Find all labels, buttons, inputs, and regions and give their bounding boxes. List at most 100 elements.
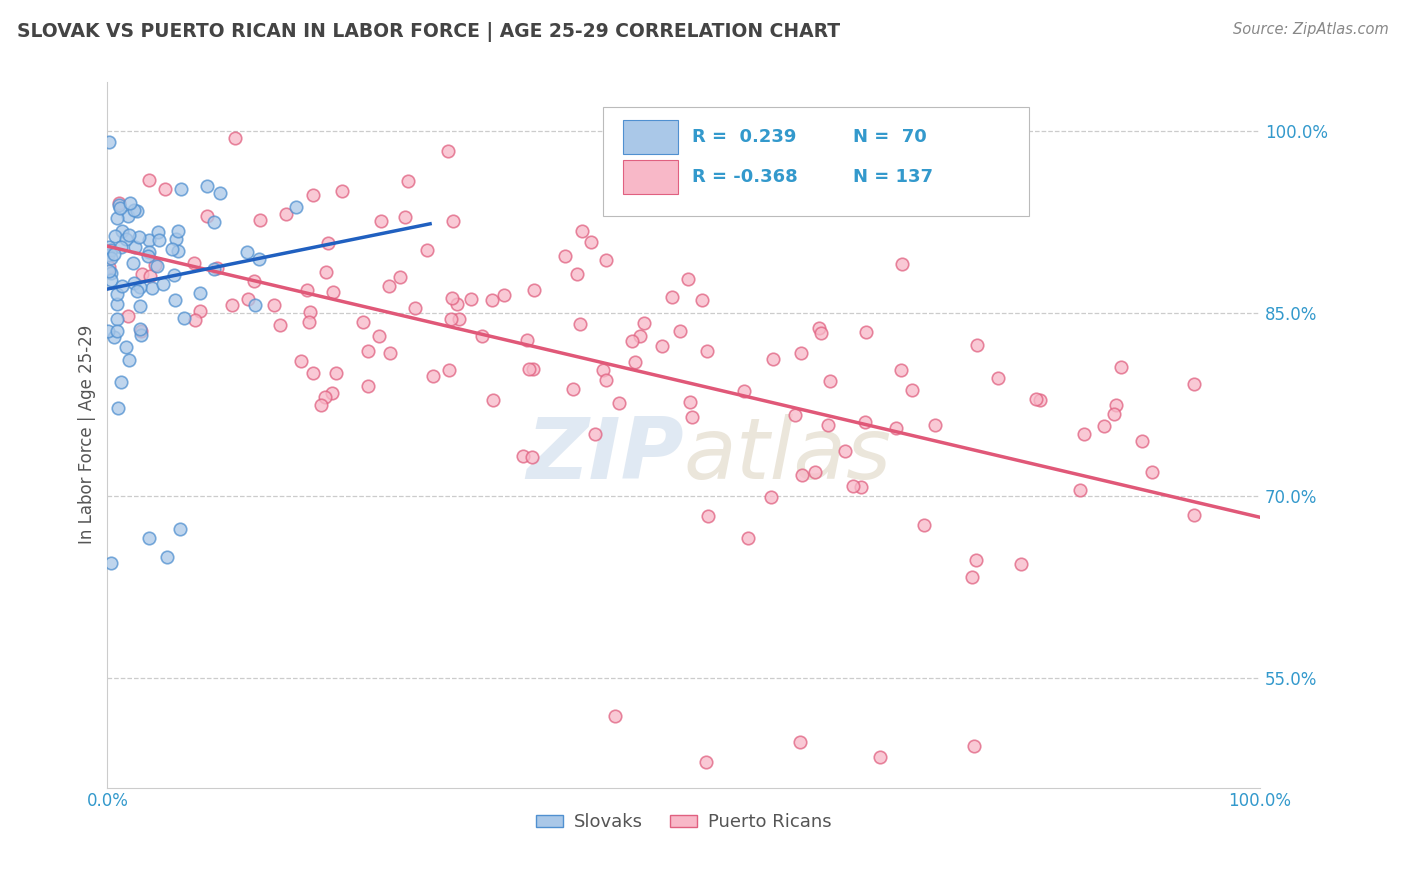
Point [460, 292, 482, 306]
Point [441, 213, 464, 227]
Point [569, 317, 592, 331]
Point [792, 467, 814, 482]
Point [152, 277, 174, 292]
Point [804, 465, 827, 479]
Point [1130, 434, 1153, 448]
Point [129, 327, 152, 342]
Point [103, 247, 125, 261]
Point [437, 362, 460, 376]
Point [263, 297, 285, 311]
Point [651, 339, 673, 353]
Point [352, 315, 374, 329]
Point [118, 353, 141, 368]
Point [115, 232, 138, 246]
Point [661, 290, 683, 304]
Point [148, 234, 170, 248]
Point [127, 285, 149, 299]
Point [105, 312, 128, 326]
Point [523, 283, 546, 297]
Point [247, 252, 270, 267]
Text: ZIP: ZIP [526, 415, 683, 498]
Point [127, 203, 149, 218]
Point [108, 201, 131, 215]
Point [494, 287, 516, 301]
Point [128, 322, 150, 336]
Point [97, 260, 120, 274]
Point [156, 550, 179, 565]
Point [202, 262, 225, 277]
Point [103, 329, 125, 343]
Point [97, 324, 120, 338]
Point [321, 386, 343, 401]
Point [105, 287, 128, 301]
Point [183, 256, 205, 270]
Point [901, 383, 924, 397]
Point [183, 313, 205, 327]
Point [924, 417, 946, 432]
Point [173, 310, 195, 325]
Text: R =  0.239: R = 0.239 [692, 128, 796, 146]
Point [1029, 393, 1052, 408]
Point [416, 243, 439, 257]
Point [243, 298, 266, 312]
Point [697, 508, 720, 523]
Point [98, 264, 121, 278]
Point [733, 384, 755, 399]
Point [202, 214, 225, 228]
Point [100, 243, 122, 257]
Point [221, 298, 243, 312]
Point [810, 326, 832, 340]
Point [153, 182, 176, 196]
Point [118, 227, 141, 242]
Point [170, 182, 193, 196]
Point [108, 196, 131, 211]
Point [138, 269, 160, 284]
Point [842, 479, 865, 493]
Point [105, 324, 128, 338]
Point [100, 266, 122, 280]
Point [298, 305, 321, 319]
FancyBboxPatch shape [603, 107, 1029, 216]
Point [115, 340, 138, 354]
Point [314, 390, 336, 404]
Point [603, 708, 626, 723]
Point [1025, 392, 1047, 406]
Point [673, 198, 696, 212]
Point [481, 293, 503, 308]
Point [912, 518, 935, 533]
Point [274, 206, 297, 220]
Point [1105, 398, 1128, 412]
Point [163, 268, 186, 282]
Point [378, 278, 401, 293]
Point [1109, 359, 1132, 374]
Point [224, 131, 246, 145]
Point [356, 343, 378, 358]
Point [520, 450, 543, 465]
Point [117, 209, 139, 223]
Point [124, 276, 146, 290]
Point [581, 235, 603, 249]
Point [322, 285, 344, 300]
Point [759, 491, 782, 505]
Point [607, 396, 630, 410]
Point [696, 343, 718, 358]
Point [633, 316, 655, 330]
Point [668, 325, 690, 339]
Point [762, 351, 785, 366]
Point [302, 188, 325, 202]
Point [481, 392, 503, 407]
Point [97, 240, 120, 254]
Point [571, 224, 593, 238]
Point [517, 362, 540, 376]
Point [188, 304, 211, 318]
Point [107, 401, 129, 415]
Point [834, 444, 856, 458]
Point [987, 371, 1010, 385]
Point [449, 312, 471, 326]
Point [111, 279, 134, 293]
Point [1010, 558, 1032, 572]
Point [141, 281, 163, 295]
Point [516, 333, 538, 347]
Point [692, 293, 714, 307]
Point [290, 353, 312, 368]
